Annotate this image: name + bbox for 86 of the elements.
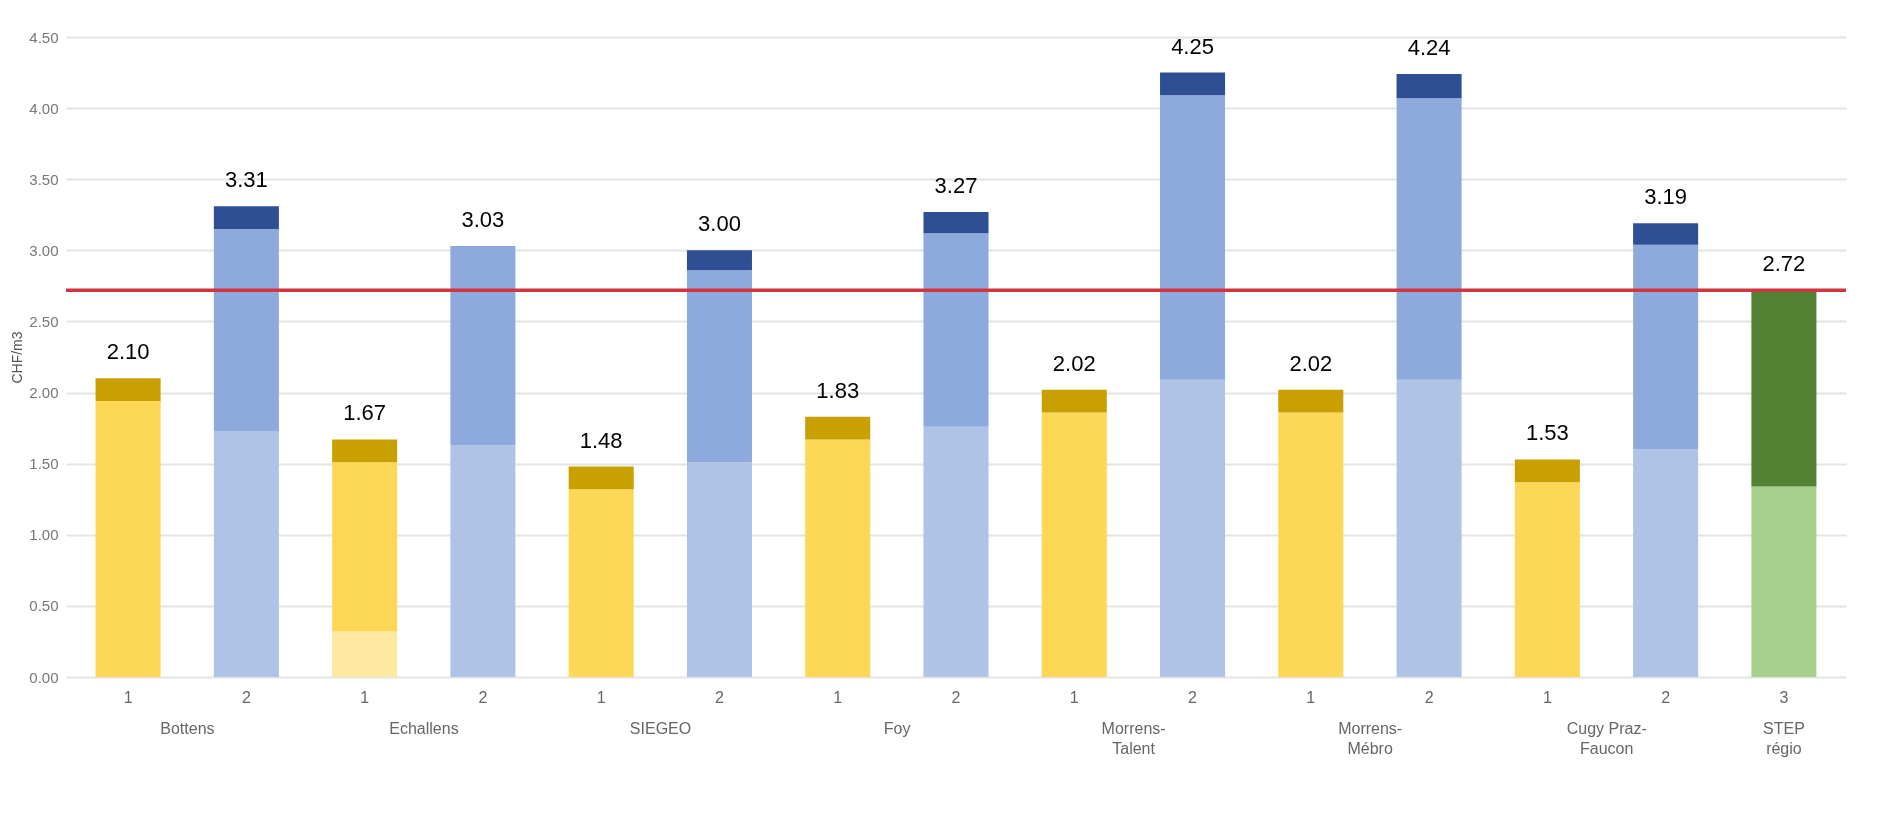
- bar: [1751, 486, 1817, 677]
- bar: [923, 211, 989, 234]
- bar: [1396, 379, 1462, 677]
- y-tick-label: 4.50: [29, 28, 59, 46]
- total-label: 2.02: [1289, 350, 1333, 376]
- total-label: 4.25: [1171, 33, 1214, 59]
- x-tick-label: 1: [360, 688, 370, 706]
- y-tick-label: 3.50: [29, 170, 59, 188]
- y-tick-label: 0.50: [29, 597, 59, 615]
- bar: [1514, 459, 1580, 483]
- bar: [213, 206, 279, 229]
- total-label: 3.27: [934, 172, 978, 198]
- y-tick-label: 2.50: [29, 312, 59, 330]
- bar: [1396, 98, 1462, 380]
- bar: [213, 229, 279, 431]
- y-tick-label: 4.00: [29, 99, 59, 117]
- x-tick-label: 1: [596, 688, 606, 706]
- x-tick-label: 1: [123, 688, 133, 706]
- total-label: 2.72: [1762, 251, 1806, 277]
- total-label: 1.83: [816, 377, 860, 403]
- bar: [332, 631, 398, 677]
- text: STEP régio: [1763, 720, 1805, 757]
- x-tick-label: 3: [1779, 688, 1789, 706]
- x-tick-label: 2: [715, 688, 724, 706]
- bar: [1514, 482, 1580, 677]
- total-label: 3.19: [1644, 184, 1688, 210]
- total-label: 3.03: [461, 207, 505, 233]
- bar: [1160, 72, 1226, 96]
- bar: [1633, 449, 1699, 677]
- x-tick-label: 2: [478, 688, 488, 706]
- text: Foy: [883, 720, 911, 737]
- bar: [450, 445, 516, 677]
- y-tick-label: 2.00: [29, 384, 59, 402]
- total-label: 1.67: [343, 400, 387, 426]
- x-tick-label: 1: [1542, 688, 1552, 706]
- text: Bottens: [160, 720, 215, 737]
- total-label: 3.00: [698, 211, 741, 237]
- bar: [332, 439, 398, 463]
- bar: [805, 416, 871, 440]
- total-label: 1.53: [1525, 420, 1569, 446]
- total-label: 2.02: [1052, 350, 1096, 376]
- y-tick-label: 1.50: [29, 455, 59, 473]
- text: Morrens-Mébro: [1338, 720, 1403, 757]
- x-tick-label: 1: [833, 688, 843, 706]
- x-tick-label: 1: [1069, 688, 1079, 706]
- bar: [1396, 73, 1462, 99]
- text: Echallens: [389, 720, 459, 737]
- bar: [1633, 223, 1699, 245]
- bar: [686, 462, 752, 677]
- y-tick-label: 3.00: [29, 241, 59, 259]
- x-tick-label: 1: [1306, 688, 1316, 706]
- bar: [1751, 290, 1817, 487]
- total-label: 2.10: [106, 339, 150, 365]
- x-tick-label: 2: [1424, 688, 1434, 706]
- bar: [1278, 412, 1344, 677]
- bar: [1633, 244, 1699, 450]
- y-axis-title: CHF/m3: [9, 331, 26, 384]
- bar: [568, 466, 634, 490]
- total-label: 1.48: [579, 427, 623, 453]
- bar: [1278, 389, 1344, 413]
- text: Cugy Praz-Faucon: [1566, 720, 1647, 757]
- bar: [923, 233, 989, 427]
- bar: [332, 462, 398, 632]
- total-label: 3.31: [224, 167, 268, 193]
- bar: [95, 401, 161, 677]
- text: SIEGEO: [629, 720, 692, 737]
- bar: [213, 430, 279, 677]
- x-tick-label: 2: [1188, 688, 1198, 706]
- y-tick-label: 0.00: [29, 668, 59, 686]
- bar: [450, 246, 516, 446]
- total-label: 4.24: [1407, 34, 1451, 60]
- bar: [1041, 389, 1107, 413]
- bar: [1041, 412, 1107, 677]
- x-tick-label: 2: [241, 688, 251, 706]
- text: Morrens-Talent: [1101, 720, 1166, 757]
- bar: [1160, 379, 1226, 677]
- bar: [1160, 95, 1226, 380]
- bar: [568, 489, 634, 677]
- bar: [686, 270, 752, 463]
- bar: [686, 250, 752, 271]
- bar: [923, 426, 989, 677]
- x-tick-label: 2: [951, 688, 961, 706]
- y-tick-label: 1.00: [29, 526, 59, 544]
- bar: [805, 439, 871, 677]
- bar: [95, 378, 161, 402]
- x-tick-label: 2: [1661, 688, 1671, 706]
